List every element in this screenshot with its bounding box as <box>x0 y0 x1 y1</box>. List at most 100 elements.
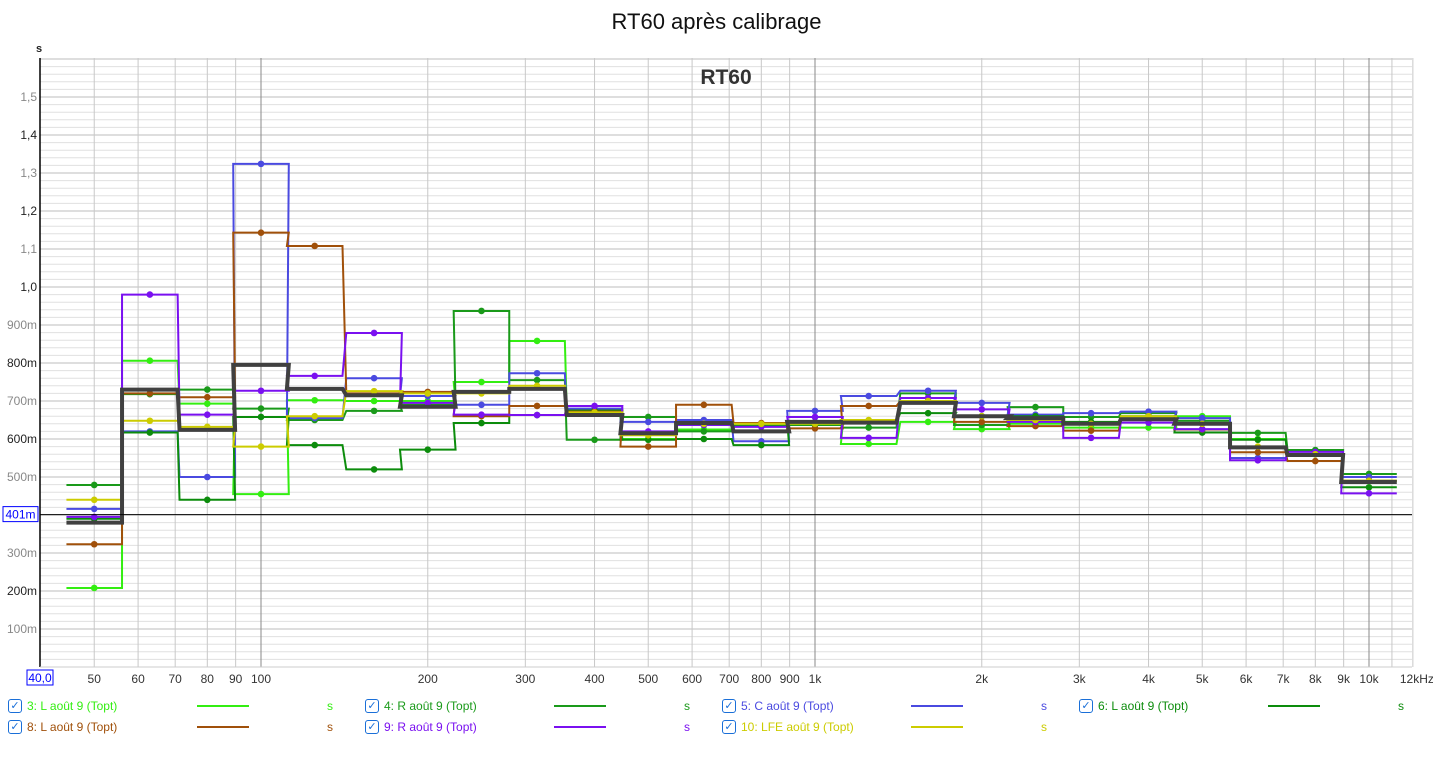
series-6-point <box>146 291 154 298</box>
series-1-point <box>924 418 932 426</box>
series-7-point <box>758 420 765 428</box>
legend-label: 6: L août 9 (Topt) <box>1098 699 1189 713</box>
series-4-point <box>370 466 378 473</box>
series-3-point <box>811 407 819 415</box>
series-7-point <box>257 443 265 450</box>
series-3-point <box>1198 414 1206 422</box>
series-3-point <box>865 392 872 400</box>
series-6-point <box>478 411 485 418</box>
series-5-point <box>644 443 652 450</box>
series-7-point <box>146 417 154 425</box>
checkbox-checked-icon[interactable]: ✓ <box>365 699 379 713</box>
x-tick-label: 80 <box>201 672 215 686</box>
x-tick-label: 70 <box>169 672 183 686</box>
series-1-point <box>311 396 318 404</box>
x-tick-label: 100 <box>251 672 271 686</box>
series-6-point <box>257 387 265 395</box>
x-tick-label: 90 <box>229 672 243 686</box>
inner-chart-title: RT60 <box>700 66 751 89</box>
series-5-point <box>146 390 154 397</box>
series-5-point <box>533 402 541 410</box>
average-series <box>66 362 1397 525</box>
x-tick-label: 300 <box>515 672 535 686</box>
series-1-point <box>370 397 378 405</box>
legend-item[interactable]: ✓ 10: LFE août 9 (Topt) s <box>722 717 1047 737</box>
y-tick-label: 900m <box>7 318 37 332</box>
legend-label: 4: R août 9 (Topt) <box>384 699 477 713</box>
y-tick-label: 200m <box>7 584 37 598</box>
cursor-x-box <box>26 669 54 686</box>
series-3-point <box>533 369 541 377</box>
x-tick-label: 50 <box>88 672 102 686</box>
x-tick-label: 900 <box>780 672 800 686</box>
series-4-point <box>758 441 765 449</box>
legend-item[interactable]: ✓ 5: C août 9 (Topt) s <box>722 696 1047 716</box>
series-3-point <box>257 160 265 168</box>
series-4-point <box>257 413 265 421</box>
series-2-point <box>1032 403 1039 411</box>
series-7-point <box>90 496 98 504</box>
x-tick-label: 4k <box>1142 672 1156 686</box>
x-tick-label: 3k <box>1073 672 1087 686</box>
series-7-point <box>370 387 378 395</box>
series-1-point <box>1145 424 1152 431</box>
series-2-point <box>257 405 265 412</box>
x-tick-label: 7k <box>1277 672 1291 686</box>
series-3-point <box>204 473 211 481</box>
series-4-point <box>1254 436 1262 444</box>
y-tick-label: 1,2 <box>20 204 37 218</box>
series-2-point <box>865 424 872 431</box>
y-tick-label: 100m <box>7 622 37 636</box>
y-tick-label: 500m <box>7 470 37 484</box>
series-3-line <box>66 162 1397 510</box>
legend-unit: s <box>684 720 690 734</box>
checkbox-checked-icon[interactable]: ✓ <box>8 720 22 734</box>
checkbox-checked-icon[interactable]: ✓ <box>8 699 22 713</box>
legend-item[interactable]: ✓ 8: L août 9 (Topt) s <box>8 717 333 737</box>
y-tick-label: 1,1 <box>20 242 37 256</box>
series-4-point <box>204 496 211 504</box>
series-3-point <box>478 401 485 409</box>
series-4-point <box>1365 483 1373 491</box>
series-1-point <box>533 337 541 345</box>
checkbox-checked-icon[interactable]: ✓ <box>722 699 736 713</box>
legend-label: 5: C août 9 (Topt) <box>741 699 834 713</box>
series-2-point <box>1254 429 1262 437</box>
series-7-point <box>424 390 432 397</box>
series-2-point <box>591 436 598 444</box>
series-5-point <box>1254 449 1262 456</box>
chart-title: RT60 après calibrage <box>611 9 822 34</box>
series-3-point <box>370 374 378 382</box>
legend-line-sample <box>197 705 249 707</box>
series-3-point <box>1145 408 1152 415</box>
series-3-point <box>644 418 652 426</box>
x-tick-label: 500 <box>638 672 658 686</box>
legend-item[interactable]: ✓ 9: R août 9 (Topt) s <box>365 717 690 737</box>
legend-item[interactable]: ✓ 6: L août 9 (Topt) s <box>1079 696 1404 716</box>
y-tick-label: 300m <box>7 546 37 560</box>
series-5-point <box>978 418 986 426</box>
legend-label: 3: L août 9 (Topt) <box>27 699 118 713</box>
legend-item[interactable]: ✓ 4: R août 9 (Topt) s <box>365 696 690 716</box>
series-6-point <box>811 413 819 421</box>
series-4-point <box>478 419 485 427</box>
x-tick-label: 6k <box>1240 672 1254 686</box>
legend-line-sample <box>554 726 606 728</box>
series-1-point <box>478 378 485 386</box>
series-6-point <box>1198 425 1206 433</box>
rt60-chart[interactable]: s RT60 100m 200m 300m 500m 600m 700m 800m 900m 1,0… <box>0 0 1433 700</box>
legend-unit: s <box>1398 699 1404 713</box>
series-3-point <box>924 387 932 395</box>
cursor-y-box <box>2 506 39 523</box>
checkbox-checked-icon[interactable]: ✓ <box>1079 699 1093 713</box>
series-3 <box>66 160 1397 513</box>
x-tick-label: 5k <box>1196 672 1210 686</box>
series-4-point <box>700 435 708 443</box>
legend-line-sample <box>911 726 963 728</box>
series-6-point <box>591 402 598 410</box>
checkbox-checked-icon[interactable]: ✓ <box>722 720 736 734</box>
checkbox-checked-icon[interactable]: ✓ <box>365 720 379 734</box>
legend-unit: s <box>327 699 333 713</box>
legend-unit: s <box>1041 699 1047 713</box>
legend-item[interactable]: ✓ 3: L août 9 (Topt) s <box>8 696 333 716</box>
